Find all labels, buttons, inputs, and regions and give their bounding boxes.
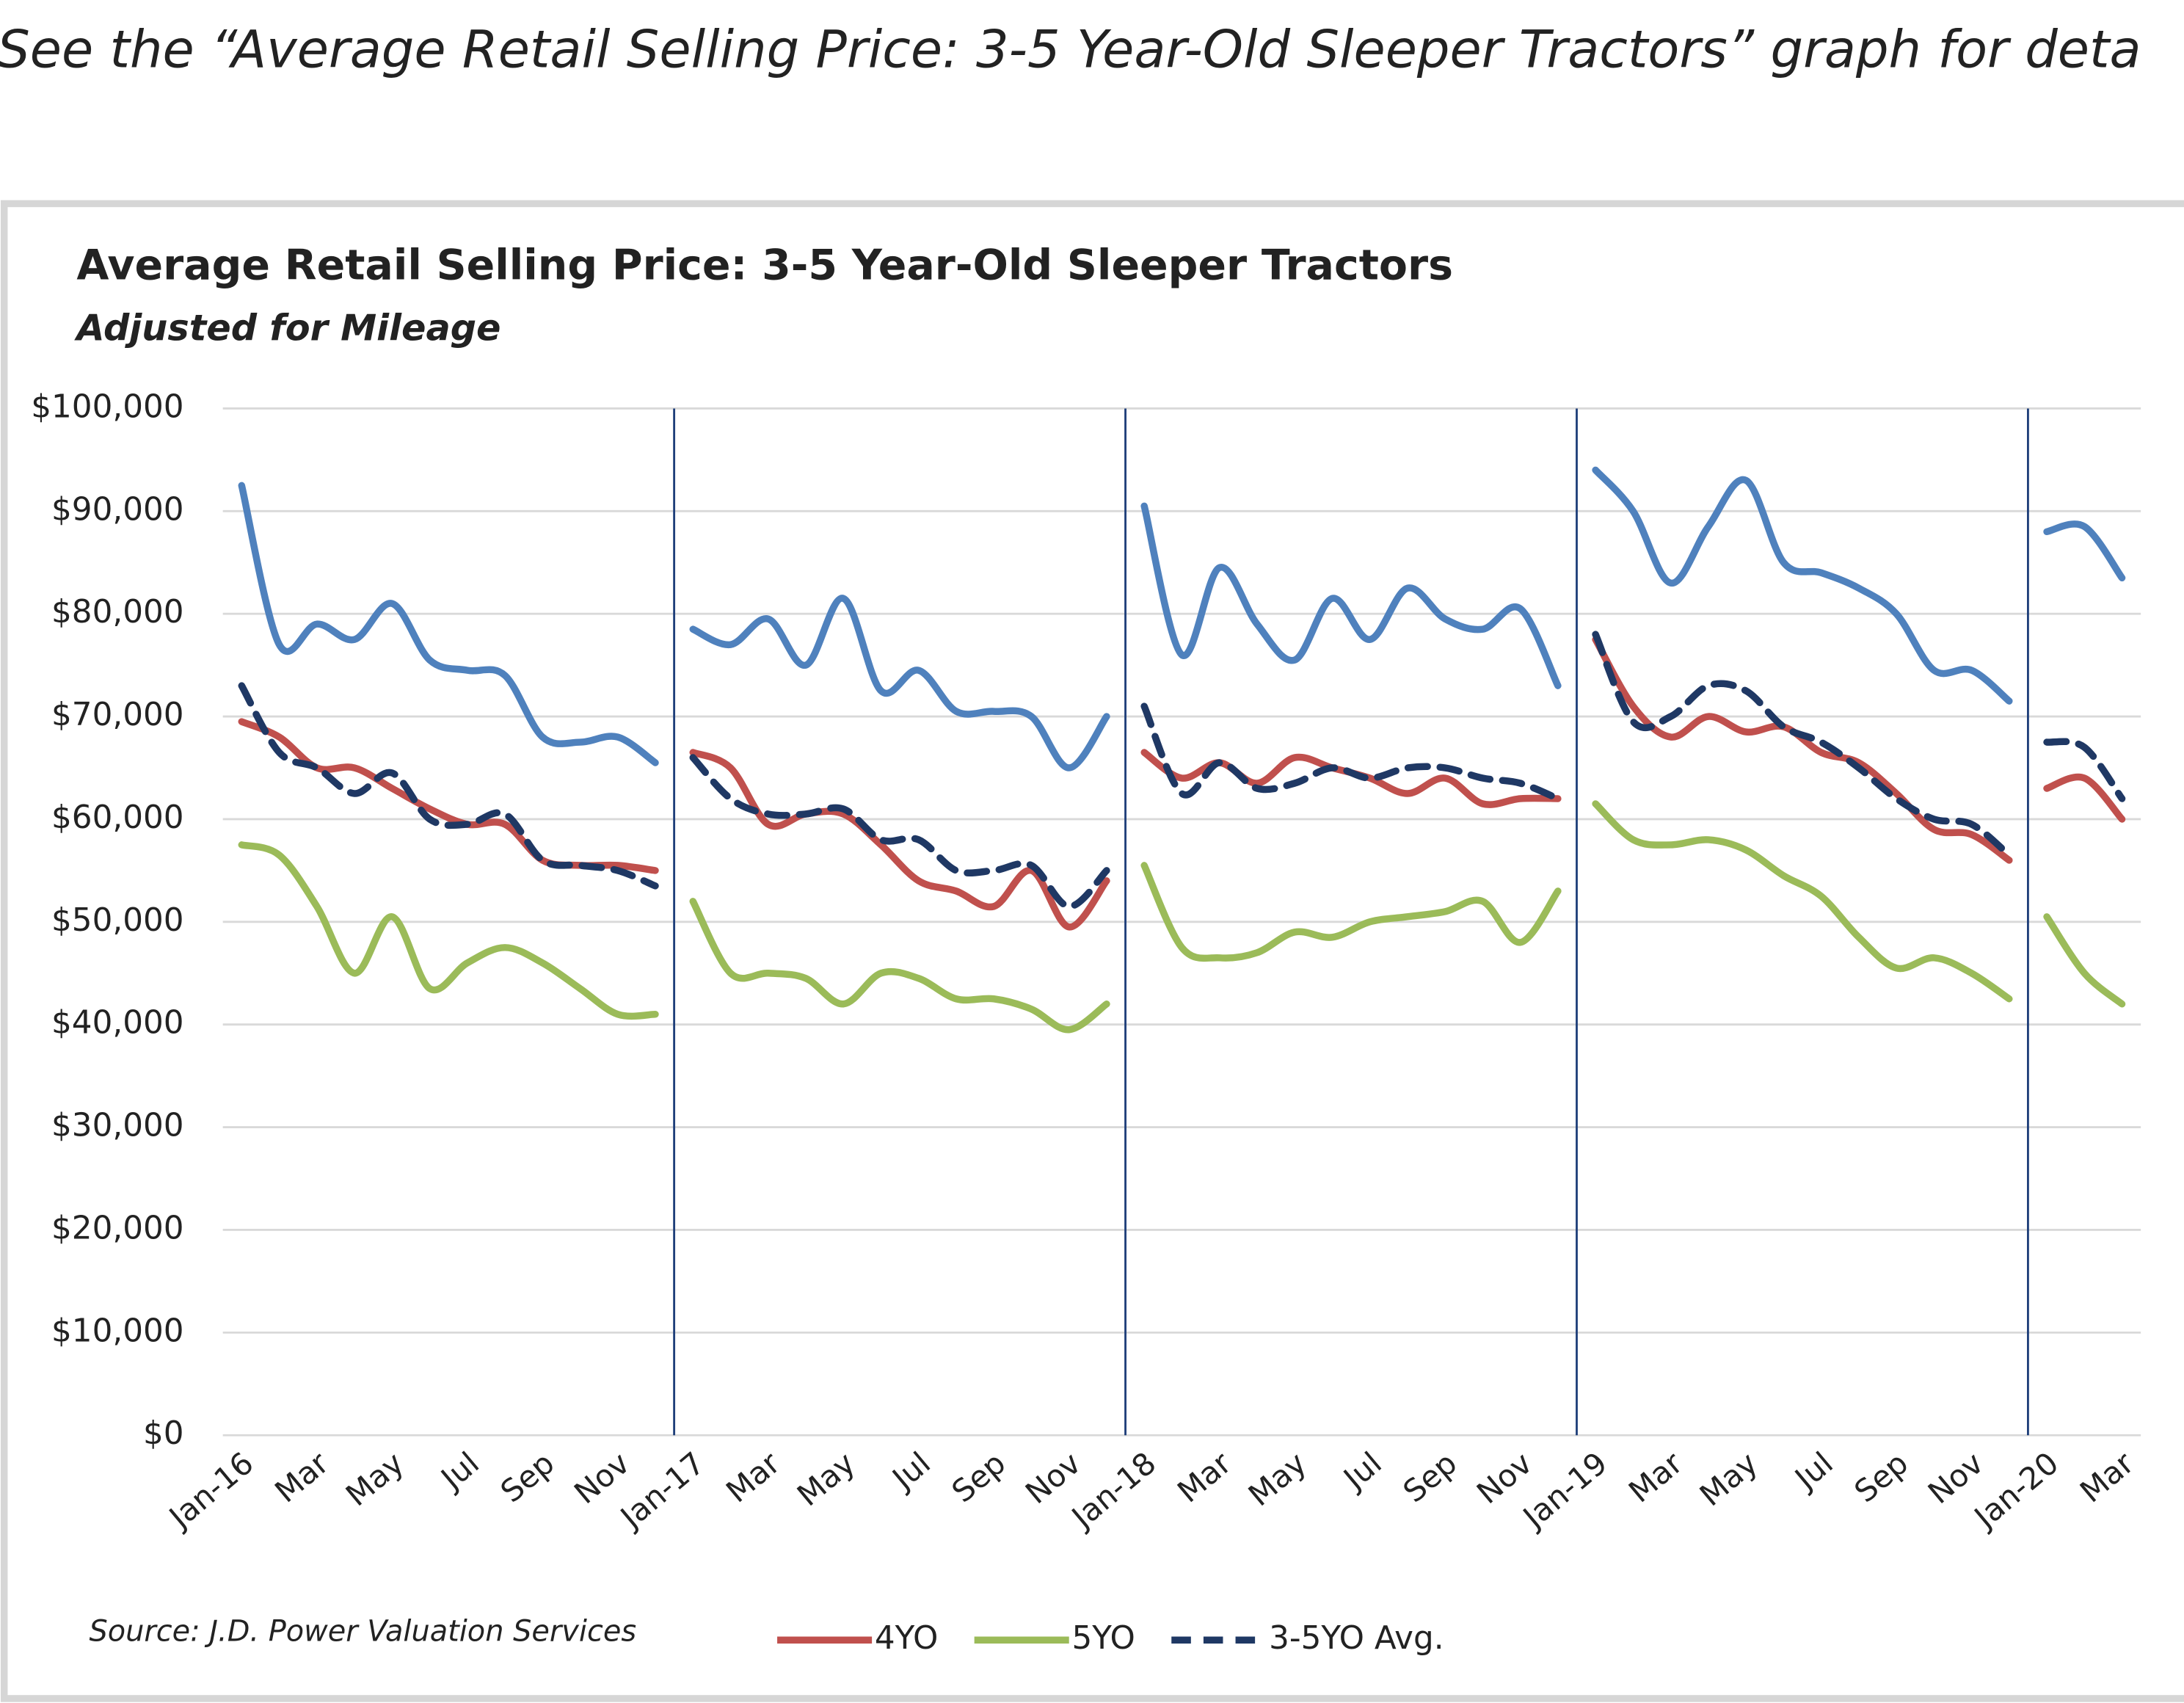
series-line	[689, 595, 1110, 771]
y-tick-label: $100,000	[31, 388, 183, 425]
series-line	[238, 841, 659, 1020]
series-line	[689, 898, 1110, 1034]
chart-title: Average Retail Selling Price: 3-5 Year-O…	[76, 241, 1453, 289]
y-tick-label: $60,000	[51, 799, 183, 836]
series-line	[689, 749, 1110, 931]
y-tick-label: $40,000	[51, 1004, 183, 1042]
series-line	[1592, 466, 2013, 705]
legend-label: 3-5YO Avg.	[1269, 1619, 1444, 1657]
series-line	[1140, 702, 1562, 802]
series-line	[2043, 520, 2126, 581]
legend-label: 4YO	[875, 1619, 938, 1657]
legend-label: 5YO	[1072, 1619, 1135, 1657]
y-tick-label: $70,000	[51, 696, 183, 733]
caption: See the “Average Retail Selling Price: 3…	[0, 20, 2141, 80]
y-tick-label: $0	[143, 1415, 184, 1452]
y-tick-label: $80,000	[51, 593, 183, 631]
series-line	[2043, 738, 2126, 802]
series-line	[1140, 862, 1562, 962]
y-tick-label: $30,000	[51, 1107, 183, 1144]
series-line	[238, 682, 659, 890]
y-tick-label: $20,000	[51, 1209, 183, 1246]
series-line	[2043, 773, 2126, 823]
source-note: Source: J.D. Power Valuation Services	[89, 1614, 636, 1648]
series-line	[2043, 913, 2126, 1008]
series-line	[1140, 502, 1562, 689]
series-line	[238, 482, 659, 766]
chart-subtitle: Adjusted for Mileage	[73, 307, 500, 349]
y-tick-label: $90,000	[51, 490, 183, 528]
y-tick-label: $50,000	[51, 901, 183, 939]
series-line	[1592, 800, 2013, 1003]
y-tick-label: $10,000	[51, 1312, 183, 1349]
series-line	[689, 754, 1110, 910]
series-line	[1592, 631, 2013, 859]
